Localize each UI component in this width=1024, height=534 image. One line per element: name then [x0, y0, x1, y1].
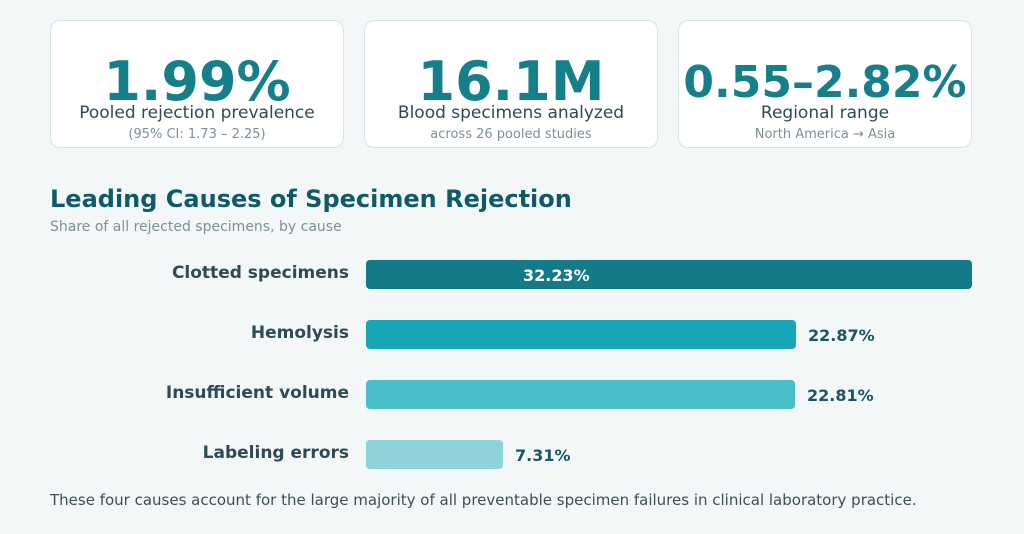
stat-card-pooled-prevalence: 1.99% Pooled rejection prevalence (95% C…	[50, 20, 344, 148]
category-label-insufficient-volume: Insufficient volume	[166, 383, 349, 403]
footnote: These four causes account for the large …	[50, 491, 917, 509]
value-label-clotted-specimens: 32.23%	[523, 266, 590, 285]
stat-subtext: North America → Asia	[754, 127, 896, 142]
stat-subtext: across 26 pooled studies	[430, 127, 592, 142]
stat-value: 1.99%	[103, 50, 291, 113]
bar-clotted-specimens	[366, 260, 972, 289]
bar-chart: Clotted specimens 32.23% Hemolysis 22.87% In…	[166, 260, 972, 469]
bar-labeling-errors	[366, 440, 503, 469]
category-label-clotted-specimens: Clotted specimens	[172, 263, 349, 283]
stat-subtext: (95% CI: 1.73 – 2.25)	[128, 127, 266, 142]
stat-value: 16.1M	[417, 50, 605, 113]
stat-card-specimens-analyzed: 16.1M Blood specimens analyzed across 26…	[364, 20, 658, 148]
category-label-hemolysis: Hemolysis	[251, 323, 349, 343]
chart-subtitle: Share of all rejected specimens, by caus…	[50, 219, 342, 235]
value-label-insufficient-volume: 22.81%	[807, 386, 874, 405]
stat-label: Pooled rejection prevalence	[79, 103, 315, 123]
value-label-labeling-errors: 7.31%	[515, 446, 571, 465]
bar-hemolysis	[366, 320, 796, 349]
stat-label: Regional range	[760, 103, 890, 123]
stat-card-regional-range: 0.55–2.82% Regional range North America …	[678, 20, 972, 148]
stat-label: Blood specimens analyzed	[397, 103, 625, 123]
chart-title: Leading Causes of Specimen Rejection	[50, 185, 572, 213]
value-label-hemolysis: 22.87%	[808, 326, 875, 345]
stat-value: 0.55–2.82%	[683, 57, 967, 108]
bar-insufficient-volume	[366, 380, 795, 409]
category-label-labeling-errors: Labeling errors	[203, 443, 349, 463]
